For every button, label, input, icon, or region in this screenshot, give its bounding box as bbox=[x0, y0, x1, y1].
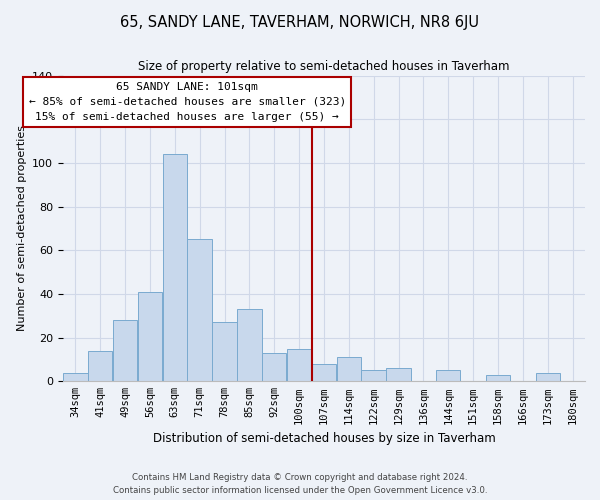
Bar bbox=[163, 154, 187, 382]
Bar bbox=[361, 370, 386, 382]
Bar bbox=[237, 309, 262, 382]
Bar bbox=[138, 292, 162, 382]
Bar bbox=[287, 348, 311, 382]
Text: Contains HM Land Registry data © Crown copyright and database right 2024.
Contai: Contains HM Land Registry data © Crown c… bbox=[113, 474, 487, 495]
Bar bbox=[436, 370, 460, 382]
Bar bbox=[486, 375, 510, 382]
Bar bbox=[312, 364, 336, 382]
Bar bbox=[262, 353, 286, 382]
Bar bbox=[212, 322, 236, 382]
Bar bbox=[337, 358, 361, 382]
Bar bbox=[386, 368, 411, 382]
Bar bbox=[536, 372, 560, 382]
Bar bbox=[88, 350, 112, 382]
Bar bbox=[63, 372, 88, 382]
Title: Size of property relative to semi-detached houses in Taverham: Size of property relative to semi-detach… bbox=[138, 60, 510, 73]
Text: 65, SANDY LANE, TAVERHAM, NORWICH, NR8 6JU: 65, SANDY LANE, TAVERHAM, NORWICH, NR8 6… bbox=[121, 15, 479, 30]
X-axis label: Distribution of semi-detached houses by size in Taverham: Distribution of semi-detached houses by … bbox=[152, 432, 496, 445]
Bar bbox=[113, 320, 137, 382]
Bar bbox=[187, 240, 212, 382]
Text: 65 SANDY LANE: 101sqm
← 85% of semi-detached houses are smaller (323)
15% of sem: 65 SANDY LANE: 101sqm ← 85% of semi-deta… bbox=[29, 82, 346, 122]
Y-axis label: Number of semi-detached properties: Number of semi-detached properties bbox=[17, 126, 26, 332]
